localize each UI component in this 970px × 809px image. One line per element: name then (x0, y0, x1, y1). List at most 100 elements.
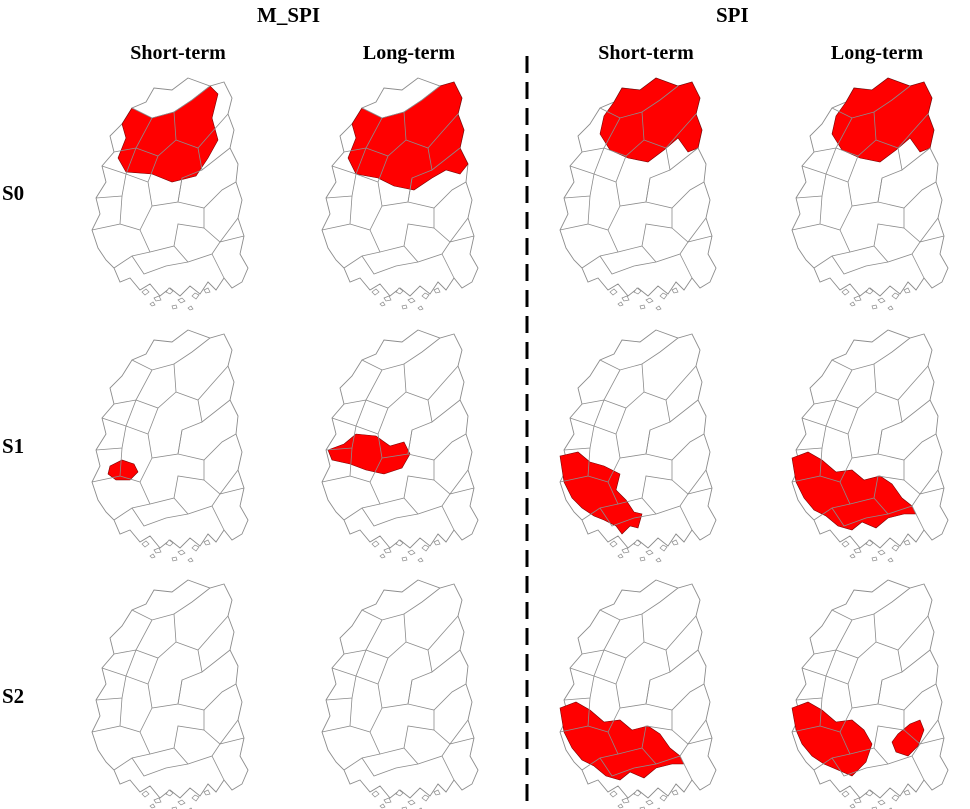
district-boundary (101, 111, 177, 175)
district-boundary (361, 757, 419, 777)
island (383, 295, 392, 302)
island (639, 556, 646, 562)
group-title-spi: SPI (716, 3, 749, 27)
district-boundary (175, 615, 229, 651)
island (421, 794, 430, 802)
district-boundary (831, 507, 889, 527)
island (621, 797, 630, 804)
district-boundary (441, 755, 455, 781)
island (417, 557, 424, 563)
column-header-spi-short-term: Short-term (598, 42, 694, 64)
district-boundary (607, 208, 673, 253)
island (379, 301, 386, 307)
map-panel-s2-m-spi-short (91, 579, 249, 809)
island (371, 288, 380, 296)
district-boundary (643, 113, 697, 149)
island (849, 553, 856, 559)
highlighted-region (559, 451, 643, 535)
island (841, 790, 850, 798)
district-boundary (679, 755, 693, 781)
island (853, 295, 862, 302)
island (379, 553, 386, 559)
province-outline (321, 579, 479, 799)
district-boundary (369, 460, 435, 505)
district-boundary (795, 657, 859, 701)
island (621, 547, 630, 554)
district-boundary (405, 113, 459, 149)
highlighted-region (107, 459, 139, 481)
island (433, 789, 441, 796)
district-boundary (569, 613, 645, 677)
district-boundary (361, 255, 419, 275)
island (395, 789, 404, 797)
island (621, 295, 630, 302)
island (617, 301, 624, 307)
island (417, 305, 424, 311)
district-boundary (795, 407, 859, 451)
province-outline (91, 329, 249, 549)
island (865, 287, 874, 295)
row-label-s0: S0 (2, 181, 25, 205)
district-boundary (325, 657, 389, 701)
district-boundary (361, 507, 419, 527)
island (849, 803, 856, 809)
district-boundary (101, 363, 177, 427)
island (383, 797, 392, 804)
island (841, 540, 850, 548)
district-boundary (331, 111, 407, 175)
island (191, 544, 200, 552)
province-outline (91, 77, 249, 297)
district-boundary (369, 710, 435, 755)
island (421, 292, 430, 300)
island (187, 557, 194, 563)
district-boundary (131, 507, 189, 527)
island (645, 297, 654, 304)
island (887, 305, 894, 311)
district-boundary (839, 460, 905, 505)
district-boundary (831, 255, 889, 275)
district-boundary (679, 505, 693, 531)
district-boundary (831, 757, 889, 777)
district-boundary (95, 155, 159, 199)
district-boundary (569, 363, 645, 427)
island (877, 799, 886, 806)
map-panel-s2-spi-long (791, 579, 949, 809)
island (165, 789, 174, 797)
island (877, 549, 886, 556)
map-panel-s0-m-spi-short (91, 77, 249, 311)
island (433, 539, 441, 546)
district-boundary (801, 613, 877, 677)
district-boundary (139, 460, 205, 505)
district-boundary (563, 407, 627, 451)
island (141, 540, 150, 548)
island (617, 553, 624, 559)
map-panel-s0-spi-long (791, 77, 949, 311)
island (655, 305, 662, 311)
island (865, 539, 874, 547)
island (887, 557, 894, 563)
island (407, 297, 416, 304)
district-boundary (101, 613, 177, 677)
column-header-spi-long-term: Long-term (830, 42, 924, 64)
district-boundary (875, 113, 929, 149)
island (877, 297, 886, 304)
district-boundary (643, 365, 697, 401)
map-panel-s0-spi-short (559, 77, 717, 311)
island (865, 789, 874, 797)
island (659, 544, 668, 552)
island (191, 794, 200, 802)
island (609, 288, 618, 296)
district-boundary (131, 757, 189, 777)
island (617, 803, 624, 809)
island (633, 789, 642, 797)
island (203, 789, 211, 796)
district-boundary (325, 407, 389, 451)
district-boundary (875, 365, 929, 401)
island (141, 288, 150, 296)
district-boundary (441, 253, 455, 279)
map-panel-s1-m-spi-long (321, 329, 479, 563)
island (371, 790, 380, 798)
map-panel-s1-spi-short (559, 329, 717, 563)
island (891, 544, 900, 552)
